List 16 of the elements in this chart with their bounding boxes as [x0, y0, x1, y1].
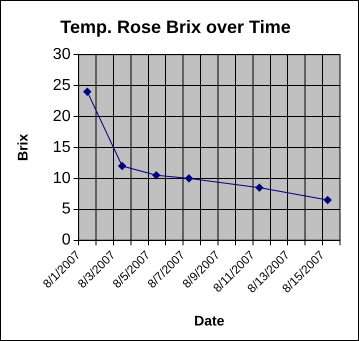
- y-tick-label: 5: [62, 200, 71, 218]
- point: [152, 171, 160, 180]
- point: [324, 196, 332, 204]
- y-tick-label: 0: [62, 232, 71, 249]
- point: [184, 174, 193, 182]
- y-tick-label: 25: [52, 76, 71, 94]
- y-axis-title: Brix: [14, 134, 30, 162]
- y-tick-label: 10: [52, 170, 71, 187]
- y-tick-label: 15: [52, 138, 71, 156]
- point: [83, 88, 92, 96]
- point: [255, 184, 264, 192]
- x-axis-title: Date: [194, 312, 225, 328]
- y-tick-label: 30: [52, 46, 71, 64]
- y-tick-label: 20: [52, 108, 71, 125]
- chart-title: Temp. Rose Brix over Time: [60, 16, 291, 37]
- point: [118, 162, 126, 170]
